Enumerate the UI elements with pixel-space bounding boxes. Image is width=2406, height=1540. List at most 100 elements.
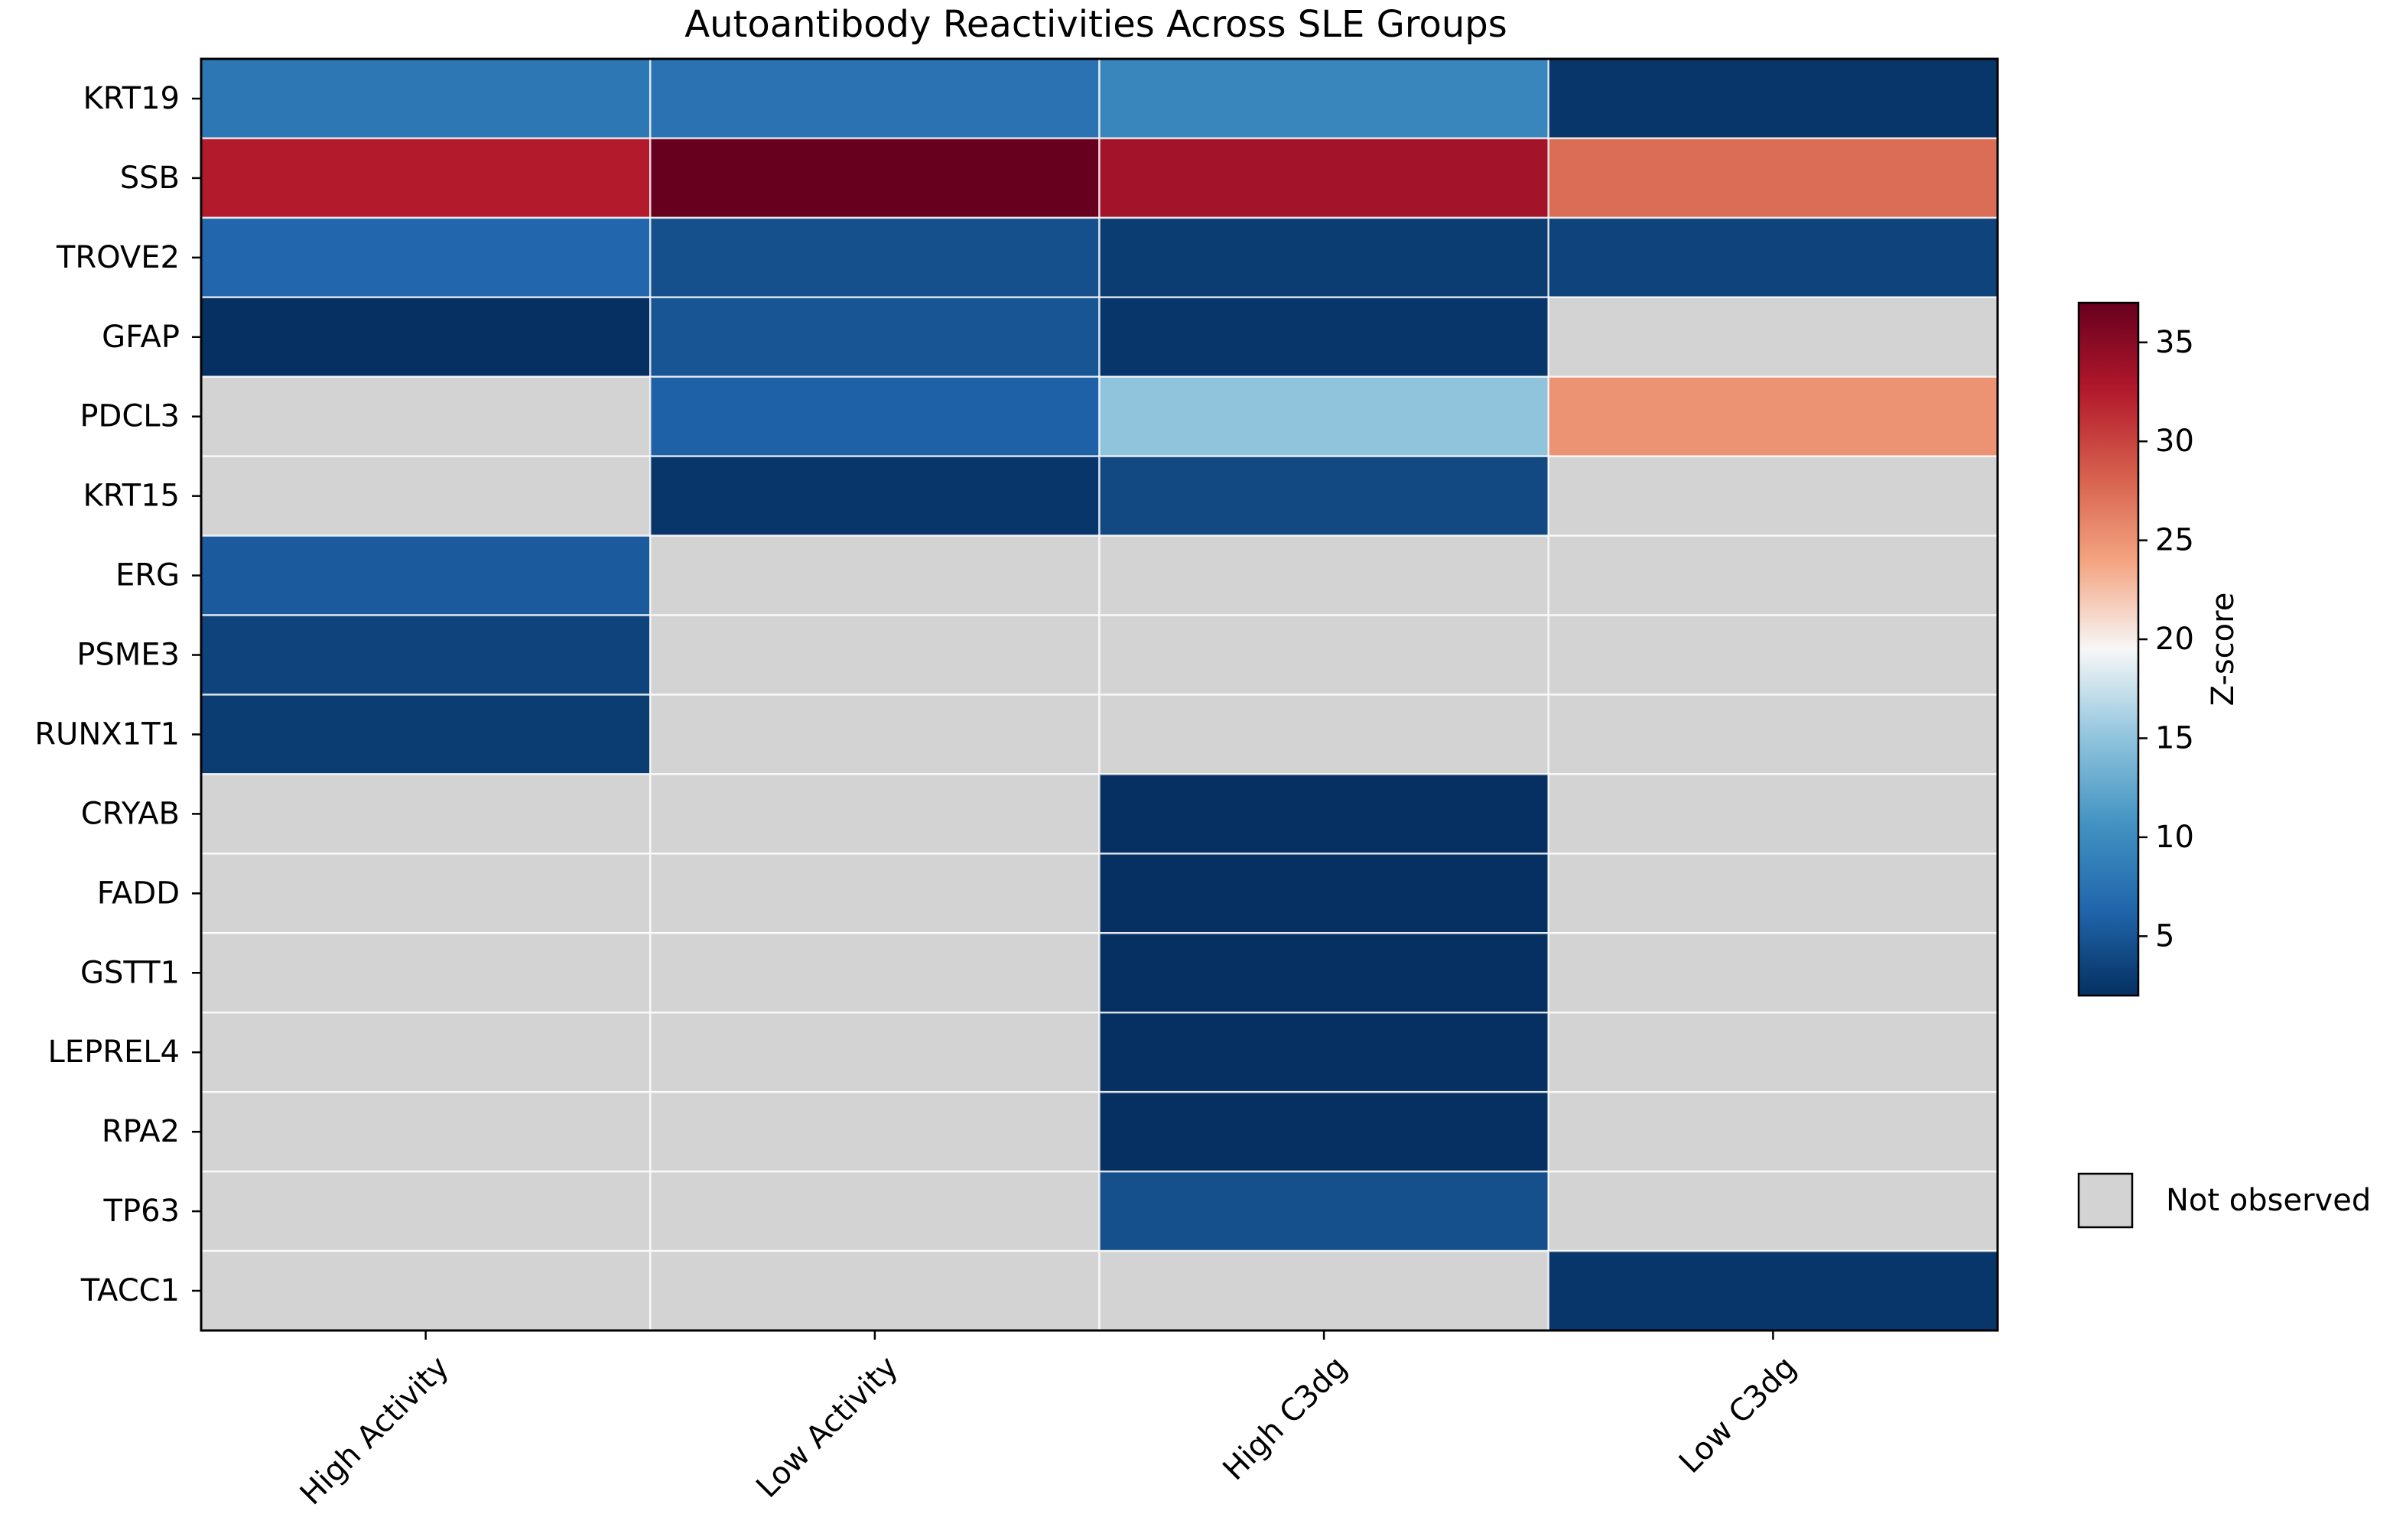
row-label: TROVE2 [56, 240, 180, 275]
heatmap-cell [1098, 1012, 1549, 1093]
row-label: TP63 [103, 1194, 180, 1229]
column-label: Low Activity [749, 1350, 905, 1505]
row-label: KRT15 [83, 479, 180, 514]
heatmap-cell [200, 57, 652, 140]
colorbar-gradient [2077, 301, 2140, 997]
heatmap-cell [1098, 1090, 1549, 1173]
colorbar-tick-label: 35 [2155, 325, 2194, 360]
heatmap-cell [1547, 1090, 1999, 1173]
legend: Not observed [2077, 1172, 2371, 1229]
heatmap-cell [649, 1090, 1101, 1173]
heatmap-cell [200, 455, 652, 537]
column-label: Low C3dg [1673, 1350, 1803, 1480]
heatmap-cell [1547, 773, 1999, 855]
heatmap-cell [1098, 853, 1549, 934]
row-label: GSTT1 [80, 955, 180, 990]
colorbar-tick-label: 5 [2155, 918, 2174, 954]
heatmap-cell [649, 694, 1101, 775]
heatmap-cell [1098, 614, 1549, 696]
column-labels: High Activity Low Activity High C3dg Low C3… [294, 1330, 1803, 1512]
heatmap-cell [1098, 1170, 1549, 1252]
heatmap-cell [649, 296, 1101, 378]
heatmap-cell [200, 216, 652, 299]
heatmap-cell [649, 375, 1101, 457]
colorbar-tick-label: 15 [2155, 720, 2194, 755]
heatmap-cell [200, 1249, 652, 1332]
heatmap-cell [649, 614, 1101, 696]
colorbar-tick-label: 10 [2155, 820, 2194, 855]
heatmap-cell [200, 375, 652, 457]
heatmap-cell [649, 932, 1101, 1014]
row-label: RPA2 [102, 1114, 180, 1149]
heatmap-cell [200, 137, 652, 219]
row-label: GFAP [102, 320, 180, 355]
heatmap-cell [1547, 1249, 1999, 1332]
heatmap-cell [200, 773, 652, 855]
heatmap-cell [649, 773, 1101, 855]
legend-swatch [2077, 1172, 2134, 1229]
heatmap-cell [649, 137, 1101, 219]
heatmap-cell [200, 1012, 652, 1093]
heatmap-cell [200, 853, 652, 934]
heatmap-cell [649, 57, 1101, 140]
heatmap-cells [200, 57, 1999, 1332]
colorbar-tick-label: 25 [2155, 523, 2194, 558]
heatmap-cell [1547, 455, 1999, 537]
row-labels: KRT19 SSB TROVE2 GFAP PDCL3 KRT15 ERG PSME3 RUNX… [34, 81, 201, 1308]
heatmap-cell [1547, 1170, 1999, 1252]
colorbar-label: Z-score [2206, 593, 2241, 707]
heatmap-cell [1098, 773, 1549, 855]
row-label: LEPREL4 [48, 1035, 180, 1070]
heatmap-cell [649, 1170, 1101, 1252]
heatmap-cell [1547, 216, 1999, 299]
heatmap-cell [200, 534, 652, 616]
row-label: SSB [120, 161, 180, 196]
heatmap-cell [1098, 216, 1549, 299]
heatmap-cell [1098, 137, 1549, 219]
heatmap-cell [1098, 1249, 1549, 1332]
heatmap-cell [1098, 455, 1549, 537]
heatmap-cell [1547, 694, 1999, 775]
heatmap-cell [1547, 57, 1999, 140]
column-label: High Activity [294, 1350, 456, 1512]
heatmap-cell [649, 534, 1101, 616]
plot-frame [200, 57, 1999, 1332]
heatmap-cell [1547, 853, 1999, 934]
heatmap-cell [1547, 534, 1999, 616]
heatmap-cell [649, 455, 1101, 537]
legend-label: Not observed [2166, 1183, 2371, 1218]
heatmap-cell [1547, 614, 1999, 696]
heatmap-cell [1098, 932, 1549, 1014]
row-label: PDCL3 [80, 399, 180, 434]
heatmap-cell [1098, 375, 1549, 457]
heatmap-cell [649, 1249, 1101, 1332]
heatmap-cell [200, 694, 652, 775]
chart-title: Autoantibody Reactivities Across SLE Gro… [684, 3, 1507, 46]
colorbar: 5 10 15 20 25 30 35 Z-score [2077, 301, 2241, 997]
heatmap-cell [1098, 534, 1549, 616]
heatmap-cell [200, 1090, 652, 1173]
heatmap-cell [649, 853, 1101, 934]
heatmap-cell [649, 1012, 1101, 1093]
heatmap-cell [649, 216, 1101, 299]
colorbar-tick-label: 30 [2155, 424, 2194, 459]
row-label: RUNX1T1 [34, 716, 180, 752]
colorbar-tick-label: 20 [2155, 622, 2194, 657]
heatmap-cell [200, 296, 652, 378]
heatmap-cell [1547, 296, 1999, 378]
heatmap-cell [1098, 296, 1549, 378]
heatmap-cell [1547, 1012, 1999, 1093]
heatmap-cell [1098, 57, 1549, 140]
heatmap-cell [1547, 932, 1999, 1014]
heatmap-cell [1547, 375, 1999, 457]
heatmap-cell [1098, 694, 1549, 775]
column-label: High C3dg [1216, 1350, 1354, 1487]
heatmap-cell [1547, 137, 1999, 219]
heatmap-cell [200, 614, 652, 696]
row-label: TACC1 [80, 1273, 180, 1308]
row-label: CRYAB [81, 796, 180, 831]
row-label: KRT19 [83, 81, 180, 116]
row-label: ERG [115, 558, 180, 593]
